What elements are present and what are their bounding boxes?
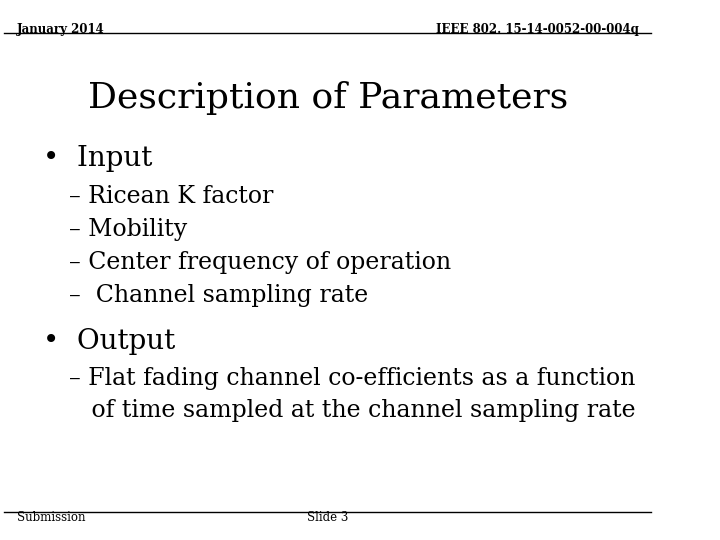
Text: Submission: Submission [17, 511, 86, 524]
Text: IEEE 802. 15-14-0052-00-004q: IEEE 802. 15-14-0052-00-004q [436, 23, 639, 36]
Text: •  Output: • Output [43, 328, 175, 355]
Text: of time sampled at the channel sampling rate: of time sampled at the channel sampling … [69, 399, 636, 422]
Text: –  Channel sampling rate: – Channel sampling rate [69, 284, 368, 307]
Text: – Ricean K factor: – Ricean K factor [69, 185, 274, 208]
Text: •  Input: • Input [43, 145, 153, 172]
Text: – Mobility: – Mobility [69, 218, 187, 241]
Text: – Flat fading channel co-efficients as a function: – Flat fading channel co-efficients as a… [69, 367, 635, 390]
Text: January 2014: January 2014 [17, 23, 105, 36]
Text: Description of Parameters: Description of Parameters [88, 81, 568, 115]
Text: – Center frequency of operation: – Center frequency of operation [69, 251, 451, 274]
Text: Slide 3: Slide 3 [307, 511, 348, 524]
